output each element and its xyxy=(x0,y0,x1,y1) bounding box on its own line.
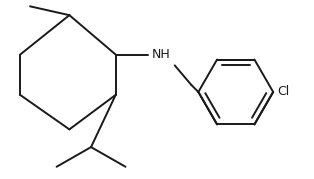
Text: NH: NH xyxy=(152,48,171,61)
Text: Cl: Cl xyxy=(277,85,290,98)
